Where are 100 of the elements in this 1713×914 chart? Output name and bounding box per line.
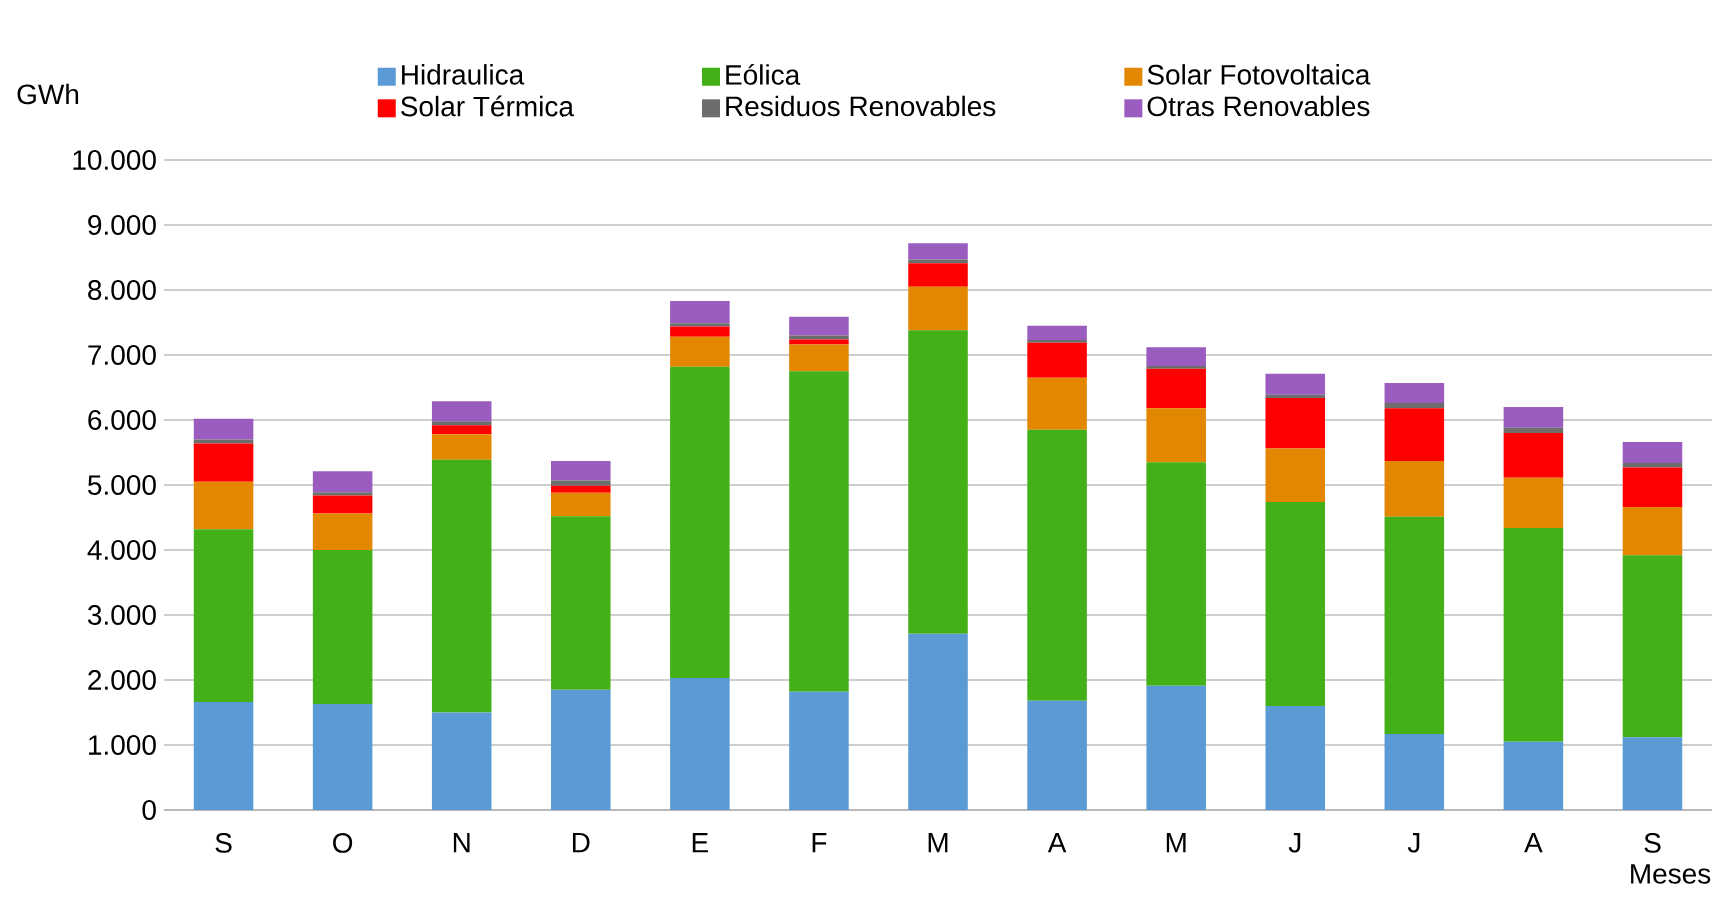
bar: [1146, 685, 1206, 810]
bar: [431, 712, 492, 810]
bar: [1027, 340, 1087, 343]
bar: [1384, 516, 1445, 734]
bar: [789, 691, 849, 810]
bar: [1027, 377, 1087, 430]
bar: [1265, 394, 1326, 398]
bar: [193, 443, 254, 482]
bar: [1265, 373, 1326, 395]
bar: [1027, 325, 1087, 341]
legend-label: Solar Térmica: [401, 95, 574, 117]
bar: [1384, 382, 1445, 404]
bar: [193, 481, 254, 530]
bar: [670, 301, 730, 324]
bar: [670, 323, 730, 327]
bar: [1503, 527, 1564, 742]
y-tick-label: 9.000: [88, 215, 156, 235]
bar: [551, 480, 611, 486]
bar: [312, 495, 373, 514]
bar: [789, 316, 849, 336]
bar: [431, 459, 492, 713]
bar: [551, 492, 611, 517]
bar: [1265, 501, 1326, 706]
x-tick-label: A: [1524, 833, 1543, 853]
bar: [1146, 368, 1206, 409]
legend-label: Solar Fotovoltaica: [1147, 64, 1371, 85]
bar: [1146, 366, 1206, 369]
legend-label: Residuos Renovables: [726, 95, 996, 117]
bar: [1503, 741, 1564, 810]
y-tick-label: 8.000: [88, 280, 156, 300]
legend-label: Eólica: [726, 63, 801, 85]
bar: [312, 513, 373, 550]
bar: [431, 401, 492, 422]
y-tick-label: 5.000: [88, 475, 156, 495]
bar: [1622, 467, 1683, 508]
bar: [431, 421, 492, 426]
y-axis-title: GWh: [17, 83, 79, 105]
y-tick-label: 7.000: [88, 345, 156, 365]
bar: [312, 704, 373, 810]
bar: [789, 339, 849, 345]
bar: [1384, 403, 1445, 409]
bar: [789, 335, 849, 340]
y-tick-label: 4.000: [87, 540, 156, 560]
x-tick-label: F: [812, 833, 827, 853]
bar: [1384, 408, 1445, 461]
bar: [670, 336, 730, 367]
bar: [1622, 555, 1683, 738]
x-tick-label: S: [1644, 833, 1661, 853]
bar: [1503, 477, 1564, 528]
bar: [908, 633, 968, 810]
legend-label: Hidraulica: [402, 64, 525, 85]
bar: [193, 529, 254, 703]
bar: [908, 330, 968, 634]
bar: [1622, 737, 1683, 810]
bar: [1503, 433, 1564, 478]
bar: [193, 418, 254, 440]
bar: [1622, 507, 1683, 556]
bar: [1146, 462, 1206, 686]
x-tick-label: M: [928, 833, 948, 853]
bar: [1503, 427, 1564, 433]
bar: [1384, 733, 1445, 810]
bar: [312, 492, 373, 496]
bar: [1503, 407, 1564, 428]
bar: [431, 425, 492, 435]
bar: [312, 471, 373, 493]
bar: [1265, 397, 1326, 449]
x-tick-label: J: [1407, 833, 1420, 853]
bar: [1146, 347, 1206, 367]
y-tick-label: 6.000: [88, 410, 156, 430]
x-axis-title: Meses: [1631, 864, 1711, 884]
bar: [670, 326, 730, 337]
bar: [551, 460, 611, 481]
bar: [1265, 448, 1326, 502]
bar: [789, 344, 849, 372]
x-tick-label: O: [333, 833, 353, 853]
x-tick-label: D: [572, 833, 590, 853]
x-tick-label: J: [1288, 833, 1301, 853]
bar: [1027, 429, 1087, 701]
legend-label: Otras Renovables: [1147, 95, 1370, 117]
bar: [551, 516, 611, 690]
x-tick-label: N: [453, 833, 470, 853]
x-tick-label: A: [1047, 833, 1067, 853]
bar: [1265, 706, 1326, 810]
y-tick-label: 10.000: [73, 150, 156, 170]
bar: [1384, 460, 1445, 517]
bar: [193, 702, 254, 810]
bar: [670, 678, 730, 810]
bar: [312, 550, 373, 705]
bar: [1146, 408, 1206, 463]
x-tick-label: M: [1166, 833, 1186, 853]
y-tick-label: 1.000: [89, 735, 156, 755]
y-tick-label: 3.000: [87, 605, 156, 625]
bar: [908, 259, 968, 264]
bar: [1027, 342, 1087, 378]
y-tick-label: 0: [142, 800, 156, 820]
bar: [431, 434, 492, 460]
bar: [670, 366, 730, 679]
bar: [551, 485, 611, 493]
bar: [908, 286, 968, 331]
y-tick-label: 2.000: [88, 670, 156, 690]
